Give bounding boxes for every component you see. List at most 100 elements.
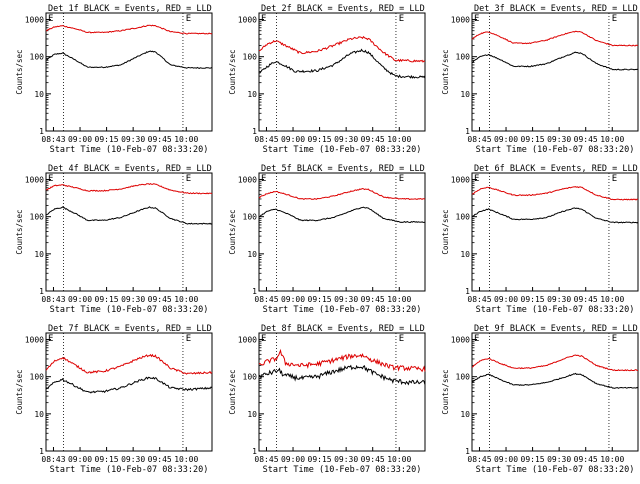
- x-tick-label: 08:45: [467, 455, 491, 464]
- x-tick-label: 10:00: [174, 295, 198, 304]
- x-tick-label: 08:43: [41, 135, 65, 144]
- panel-det-6f: Det 6f BLACK = Events, RED = LLD 1 10 100 10…: [441, 164, 639, 315]
- plot-frame: [471, 12, 639, 132]
- y-tick-label: 1: [465, 127, 470, 136]
- panel-det-9f: Det 9f BLACK = Events, RED = LLD 1 10 100 10…: [441, 324, 639, 475]
- x-tick-label: 08:43: [41, 455, 65, 464]
- y-tick-label: 100: [30, 53, 45, 62]
- y-axis-label: Counts/sec: [441, 369, 450, 414]
- y-tick-label: 10: [34, 90, 44, 99]
- y-tick-label: 100: [243, 53, 258, 62]
- series-lld-line: [45, 353, 213, 375]
- event-marker-label: E: [612, 174, 617, 184]
- x-tick-label: 10:00: [174, 455, 198, 464]
- x-tick-label: 10:00: [600, 135, 624, 144]
- x-tick-label: 09:45: [148, 135, 172, 144]
- series-events-line: [471, 207, 639, 224]
- x-tick-label: 09:00: [494, 135, 518, 144]
- y-tick-label: 10: [34, 410, 44, 419]
- x-tick-label: 09:00: [494, 455, 518, 464]
- y-axis-label: Counts/sec: [15, 49, 24, 94]
- chart-title: Det 2f BLACK = Events, RED = LLD: [261, 4, 425, 14]
- y-tick-label: 1: [39, 287, 44, 296]
- series-lld-line: [45, 24, 213, 35]
- plot-frame: [45, 12, 213, 132]
- x-tick-label: 09:45: [361, 455, 385, 464]
- series-events-line: [258, 206, 426, 224]
- y-axis-label: Counts/sec: [228, 49, 237, 94]
- x-tick-label: 09:00: [281, 455, 305, 464]
- y-tick-label: 1000: [25, 176, 44, 185]
- y-tick-label: 1000: [238, 176, 257, 185]
- x-tick-label: 09:45: [148, 455, 172, 464]
- x-tick-label: 08:45: [254, 135, 278, 144]
- x-tick-label: 08:45: [467, 135, 491, 144]
- x-axis-label: Start Time (10-Feb-07 08:33:20): [263, 305, 422, 315]
- y-tick-label: 1: [465, 447, 470, 456]
- y-axis-label: Counts/sec: [15, 209, 24, 254]
- event-marker-label: E: [612, 14, 617, 24]
- x-tick-label: 09:15: [521, 295, 545, 304]
- x-axis-label: Start Time (10-Feb-07 08:33:20): [476, 145, 635, 155]
- y-tick-label: 1: [39, 447, 44, 456]
- panel-det-8f: Det 8f BLACK = Events, RED = LLD 1 10 100 10…: [228, 324, 426, 475]
- y-tick-label: 10: [460, 90, 470, 99]
- y-tick-label: 1: [252, 447, 257, 456]
- y-tick-label: 100: [456, 53, 471, 62]
- panel-det-3f: Det 3f BLACK = Events, RED = LLD 1 10 100 10…: [441, 4, 639, 155]
- plot-frame: [45, 172, 213, 292]
- x-tick-label: 10:00: [387, 455, 411, 464]
- series-events-line: [471, 372, 639, 389]
- event-marker-label: E: [261, 174, 266, 184]
- x-tick-label: 09:15: [95, 135, 119, 144]
- y-tick-label: 1: [252, 287, 257, 296]
- x-axis-label: Start Time (10-Feb-07 08:33:20): [50, 145, 209, 155]
- x-axis-label: Start Time (10-Feb-07 08:33:20): [476, 305, 635, 315]
- x-tick-label: 10:00: [387, 295, 411, 304]
- panel-det-2f: Det 2f BLACK = Events, RED = LLD 1 10 100 10…: [228, 4, 426, 155]
- x-tick-label: 09:45: [361, 135, 385, 144]
- x-tick-label: 09:00: [68, 455, 92, 464]
- x-tick-label: 09:15: [308, 295, 332, 304]
- plot-frame: [471, 172, 639, 292]
- y-tick-label: 1: [39, 127, 44, 136]
- y-tick-label: 100: [456, 373, 471, 382]
- event-marker-label: E: [261, 14, 266, 24]
- series-events-line: [258, 364, 426, 386]
- chart-title: Det 4f BLACK = Events, RED = LLD: [48, 164, 212, 174]
- x-tick-label: 09:45: [574, 135, 598, 144]
- series-lld-line: [45, 182, 213, 195]
- y-axis-label: Counts/sec: [15, 369, 24, 414]
- x-tick-label: 09:30: [334, 455, 358, 464]
- x-axis-label: Start Time (10-Feb-07 08:33:20): [50, 305, 209, 315]
- event-marker-label: E: [612, 334, 617, 344]
- y-tick-label: 10: [247, 90, 257, 99]
- x-tick-label: 09:15: [521, 135, 545, 144]
- chart-title: Det 3f BLACK = Events, RED = LLD: [474, 4, 638, 14]
- x-tick-label: 09:30: [121, 455, 145, 464]
- panel-det-7f: Det 7f BLACK = Events, RED = LLD 1 10 100 10…: [15, 324, 213, 475]
- series-events-line: [45, 50, 213, 69]
- y-tick-label: 1000: [238, 16, 257, 25]
- y-tick-label: 100: [243, 373, 258, 382]
- y-tick-label: 10: [247, 410, 257, 419]
- event-marker-label: E: [399, 334, 404, 344]
- plot-frame: [45, 332, 213, 452]
- y-tick-label: 100: [30, 373, 45, 382]
- series-events-line: [45, 376, 213, 394]
- x-tick-label: 09:30: [121, 295, 145, 304]
- x-tick-label: 09:15: [521, 455, 545, 464]
- x-tick-label: 08:45: [254, 295, 278, 304]
- x-tick-label: 09:30: [547, 295, 571, 304]
- x-tick-label: 09:45: [361, 295, 385, 304]
- x-tick-label: 10:00: [600, 295, 624, 304]
- panel-det-4f: Det 4f BLACK = Events, RED = LLD 1 10 100 10…: [15, 164, 213, 315]
- y-axis-label: Counts/sec: [441, 49, 450, 94]
- y-tick-label: 100: [243, 213, 258, 222]
- x-tick-label: 09:30: [547, 455, 571, 464]
- y-tick-label: 100: [30, 213, 45, 222]
- event-marker-label: E: [186, 14, 191, 24]
- y-axis-label: Counts/sec: [228, 369, 237, 414]
- x-tick-label: 08:45: [254, 455, 278, 464]
